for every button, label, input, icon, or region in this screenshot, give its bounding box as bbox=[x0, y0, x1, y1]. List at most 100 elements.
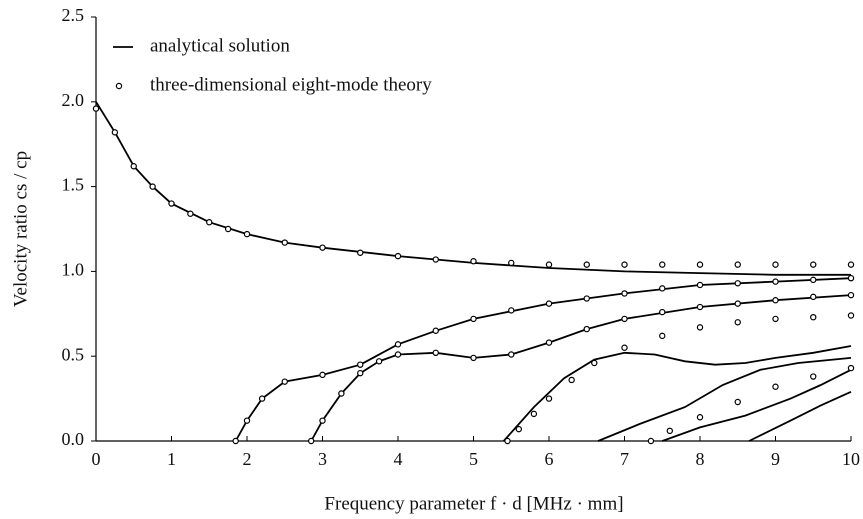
marker bbox=[470, 354, 477, 362]
marker bbox=[394, 351, 402, 358]
marker bbox=[545, 395, 553, 402]
marker bbox=[504, 437, 511, 445]
marker bbox=[734, 280, 741, 287]
marker bbox=[847, 274, 855, 282]
marker bbox=[357, 249, 364, 256]
marker bbox=[224, 225, 232, 233]
marker bbox=[508, 259, 515, 267]
marker bbox=[583, 325, 590, 333]
marker bbox=[621, 290, 628, 297]
marker bbox=[696, 261, 704, 268]
marker bbox=[545, 261, 553, 268]
line bbox=[95, 101, 852, 442]
y-axis-label: Velocity ratio cs / cp bbox=[10, 151, 31, 307]
x-tick-label: 7 bbox=[620, 449, 629, 469]
marker bbox=[772, 383, 779, 390]
marker bbox=[847, 291, 855, 299]
marker bbox=[130, 163, 137, 170]
marker bbox=[659, 261, 666, 268]
marker bbox=[659, 285, 666, 292]
x-tick-label: 3 bbox=[318, 449, 327, 469]
marker bbox=[847, 364, 855, 372]
y-tick-label: 2.0 bbox=[62, 90, 85, 110]
marker bbox=[696, 303, 704, 311]
marker bbox=[772, 261, 779, 268]
marker bbox=[357, 361, 364, 368]
marker bbox=[545, 300, 553, 307]
marker bbox=[394, 341, 402, 348]
marker bbox=[621, 261, 628, 268]
marker bbox=[307, 437, 315, 445]
marker bbox=[647, 437, 655, 445]
marker bbox=[734, 398, 741, 406]
x-tick-label: 10 bbox=[842, 449, 860, 469]
x-tick-label: 8 bbox=[696, 449, 705, 469]
marker bbox=[232, 437, 239, 445]
marker bbox=[696, 324, 704, 331]
marker bbox=[432, 327, 439, 334]
legend-label: three-dimensional eight-mode theory bbox=[150, 74, 432, 95]
marker bbox=[734, 261, 741, 268]
marker bbox=[659, 308, 666, 316]
x-tick-label: 1 bbox=[167, 449, 176, 469]
y-tick-label: 1.5 bbox=[62, 175, 85, 195]
marker bbox=[92, 105, 100, 112]
marker bbox=[206, 219, 213, 226]
marker bbox=[470, 258, 477, 265]
marker bbox=[847, 261, 855, 268]
y-tick-label: 0.0 bbox=[62, 429, 85, 449]
marker bbox=[187, 210, 194, 217]
marker bbox=[338, 390, 345, 397]
marker bbox=[772, 278, 779, 285]
marker bbox=[696, 281, 704, 289]
marker bbox=[319, 417, 326, 424]
legend-label: analytical solution bbox=[150, 35, 290, 56]
marker bbox=[666, 427, 674, 435]
marker bbox=[810, 276, 817, 284]
marker bbox=[696, 414, 704, 421]
x-tick-label: 9 bbox=[771, 449, 780, 469]
x-tick-label: 2 bbox=[243, 449, 252, 469]
marker bbox=[810, 373, 817, 380]
marker bbox=[258, 395, 266, 402]
marker bbox=[583, 295, 590, 302]
marker bbox=[470, 315, 477, 323]
marker bbox=[243, 230, 251, 238]
marker bbox=[545, 339, 553, 346]
marker bbox=[621, 315, 628, 323]
marker bbox=[111, 129, 119, 136]
marker bbox=[772, 315, 779, 323]
x-tick-label: 5 bbox=[469, 449, 478, 469]
marker bbox=[375, 358, 383, 365]
marker bbox=[432, 256, 439, 263]
marker bbox=[810, 313, 817, 321]
marker bbox=[149, 183, 156, 190]
marker bbox=[568, 376, 575, 384]
marker bbox=[168, 200, 175, 207]
marker bbox=[508, 307, 515, 314]
marker bbox=[319, 244, 326, 251]
y-tick-label: 0.5 bbox=[62, 344, 85, 364]
x-tick-label: 0 bbox=[92, 449, 101, 469]
marker bbox=[847, 312, 855, 319]
marker bbox=[508, 351, 515, 358]
legend-marker bbox=[115, 82, 123, 90]
marker bbox=[281, 378, 288, 385]
marker bbox=[432, 349, 439, 357]
x-tick-label: 6 bbox=[545, 449, 554, 469]
marker bbox=[281, 239, 288, 246]
marker bbox=[243, 417, 251, 424]
marker bbox=[772, 297, 779, 304]
y-tick-label: 2.5 bbox=[62, 5, 85, 25]
marker bbox=[621, 344, 628, 351]
marker bbox=[319, 371, 326, 379]
x-tick-label: 4 bbox=[394, 449, 403, 469]
marker bbox=[394, 252, 402, 260]
marker bbox=[734, 319, 741, 326]
marker bbox=[810, 293, 817, 301]
marker bbox=[734, 300, 741, 307]
marker bbox=[583, 261, 590, 268]
marker bbox=[659, 332, 666, 340]
marker bbox=[591, 359, 598, 367]
